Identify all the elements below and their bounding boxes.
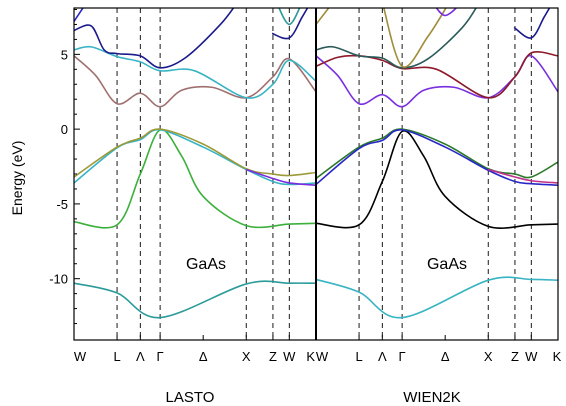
- band-line: [245, 168, 317, 187]
- band-line: [315, 50, 558, 99]
- band-line: [74, 45, 317, 99]
- k-point-label: K: [306, 349, 315, 364]
- k-point-label: Z: [511, 349, 519, 364]
- k-point-label: Δ: [441, 349, 450, 364]
- y-axis: 5 0 -5 -10: [49, 8, 80, 325]
- y-tick-label: -5: [56, 197, 68, 212]
- k-point-label: Γ: [157, 349, 164, 364]
- band-line: [315, 129, 558, 187]
- band-line: [315, 8, 330, 25]
- k-point-label: W: [525, 349, 538, 364]
- band-line: [315, 276, 558, 319]
- k-point-label: Λ: [378, 349, 387, 364]
- y-tick-label: 5: [61, 47, 68, 62]
- band-line: [74, 8, 84, 22]
- band-line: [74, 8, 235, 69]
- band-line: [435, 8, 458, 17]
- y-axis-label: Energy (eV): [9, 141, 25, 216]
- band-curves: [315, 8, 558, 319]
- band-line: [315, 129, 558, 229]
- k-point-label: W: [316, 349, 329, 364]
- band-line: [74, 129, 317, 186]
- k-point-label: Λ: [136, 349, 145, 364]
- band-line: [488, 168, 558, 184]
- k-point-label: L: [355, 349, 362, 364]
- k-point-label: L: [113, 349, 120, 364]
- k-point-label: X: [242, 349, 251, 364]
- band-line: [383, 8, 447, 68]
- k-point-label: K: [553, 349, 562, 364]
- y-tick-label: -10: [49, 272, 68, 287]
- k-point-label: Δ: [199, 349, 208, 364]
- band-line: [315, 54, 558, 108]
- panel-title-lasto: LASTO: [166, 389, 215, 406]
- band-line: [315, 8, 477, 69]
- material-label-wien2k: GaAs: [427, 256, 467, 273]
- band-line: [74, 128, 317, 178]
- band-line: [74, 280, 317, 319]
- panel-title-wien2k: WIEN2K: [403, 389, 461, 406]
- y-tick-label: 0: [61, 122, 68, 137]
- k-point-label: Γ: [399, 349, 406, 364]
- band-line: [74, 55, 317, 108]
- k-point-label: X: [484, 349, 493, 364]
- band-line: [74, 128, 317, 229]
- k-point-label: W: [74, 349, 87, 364]
- band-line: [315, 128, 558, 180]
- k-point-label: Z: [269, 349, 277, 364]
- k-point-label: W: [283, 349, 296, 364]
- material-label-lasto: GaAs: [186, 256, 226, 273]
